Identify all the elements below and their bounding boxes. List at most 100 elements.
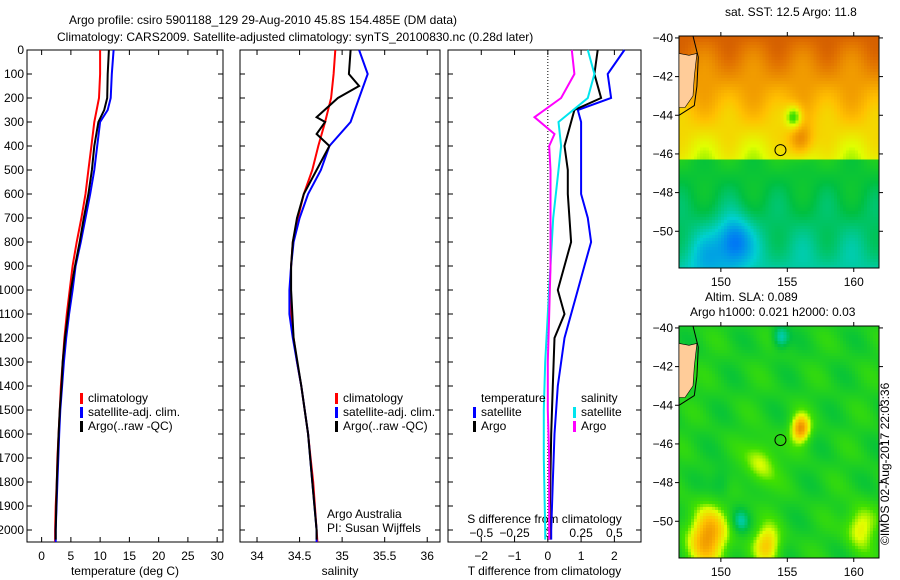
plot-frame-temperature bbox=[26, 49, 224, 543]
legend-heading-salinity: salinity bbox=[581, 391, 618, 405]
x2-tick-label: 0.5 bbox=[606, 526, 623, 540]
x-tick-label: 1 bbox=[578, 549, 585, 563]
series-line-s-satellite bbox=[542, 49, 596, 540]
sst-map-title: sat. SST: 12.5 Argo: 11.8 bbox=[725, 5, 857, 19]
x-tick-label: −1 bbox=[508, 549, 522, 563]
map-x-tick-label: 150 bbox=[711, 275, 731, 289]
x2-tick-label: 0.25 bbox=[569, 526, 593, 540]
series-line-s-argo bbox=[532, 49, 576, 540]
map-y-tick-label: −48 bbox=[653, 186, 674, 200]
series-line-t-argo bbox=[548, 49, 603, 540]
y-tick-label: 600 bbox=[4, 187, 24, 201]
x-tick-label: 34.5 bbox=[288, 549, 312, 563]
legend-label: satellite-adj. clim. bbox=[88, 405, 180, 419]
legend-label: Argo(..raw -QC) bbox=[88, 419, 173, 433]
x-tick-label: 35 bbox=[335, 549, 349, 563]
annotation-pi: PI: Susan Wijffels bbox=[327, 521, 421, 535]
x-tick-label: 35.5 bbox=[373, 549, 397, 563]
x-axis-label: salinity bbox=[322, 564, 359, 578]
sla-map-title-line1: Altim. SLA: 0.089 bbox=[705, 290, 798, 304]
y-tick-label: 0 bbox=[17, 43, 24, 57]
argo-location-marker bbox=[774, 434, 787, 447]
legend-label: satellite bbox=[481, 405, 522, 419]
x-tick-label: 2 bbox=[611, 549, 618, 563]
map-frame-sst-map bbox=[678, 35, 880, 269]
map-y-tick-label: −40 bbox=[653, 321, 674, 335]
x-tick-label: 0 bbox=[38, 549, 45, 563]
map-x-tick-label: 155 bbox=[777, 565, 797, 579]
map-y-tick-label: −46 bbox=[653, 147, 674, 161]
map-x-tick-label: 155 bbox=[777, 275, 797, 289]
y-tick-label: 300 bbox=[4, 115, 24, 129]
sla-map-image bbox=[679, 326, 879, 558]
y-tick-label: 700 bbox=[4, 211, 24, 225]
y-tick-label: 800 bbox=[4, 235, 24, 249]
x-tick-label: 30 bbox=[210, 549, 224, 563]
map-frame-sla-map bbox=[678, 325, 880, 559]
legend-label: Argo(..raw -QC) bbox=[343, 419, 428, 433]
y-tick-label: 400 bbox=[4, 139, 24, 153]
legend-swatch bbox=[573, 407, 576, 418]
map-x-tick-label: 150 bbox=[711, 565, 731, 579]
legend-swatch bbox=[473, 407, 476, 418]
map-y-tick-label: −44 bbox=[653, 398, 674, 412]
y-tick-label: 1700 bbox=[0, 451, 24, 465]
x-axis-label: T difference from climatology bbox=[468, 564, 622, 578]
y-tick-label: 1500 bbox=[0, 403, 24, 417]
y-tick-label: 1200 bbox=[0, 331, 24, 345]
x-axis-label: temperature (deg C) bbox=[71, 564, 179, 578]
x-tick-label: 0 bbox=[544, 549, 551, 563]
map-x-tick-label: 160 bbox=[844, 565, 864, 579]
y-tick-label: 100 bbox=[4, 67, 24, 81]
legend-label: Argo bbox=[481, 419, 507, 433]
legend-label: satellite-adj. clim. bbox=[343, 405, 435, 419]
argo-location-marker bbox=[774, 144, 787, 157]
x2-tick-label: 0 bbox=[544, 526, 551, 540]
map-y-tick-label: −50 bbox=[653, 514, 674, 528]
x-tick-label: 36 bbox=[421, 549, 435, 563]
legend-label: satellite bbox=[581, 405, 622, 419]
y-tick-label: 200 bbox=[4, 91, 24, 105]
plot-frame-salinity bbox=[239, 49, 441, 543]
y-tick-label: 500 bbox=[4, 163, 24, 177]
legend-swatch bbox=[335, 421, 338, 432]
x2-tick-label: −0.25 bbox=[499, 526, 530, 540]
figure-title-line1: Argo profile: csiro 5901188_129 29-Aug-2… bbox=[69, 13, 458, 27]
figure-title-line2: Climatology: CARS2009. Satellite-adjuste… bbox=[57, 30, 534, 44]
legend-swatch bbox=[335, 407, 338, 418]
map-y-tick-label: −50 bbox=[653, 224, 674, 238]
annotation-institution: Argo Australia bbox=[327, 507, 402, 521]
land-tasmania bbox=[678, 343, 698, 398]
map-y-tick-label: −48 bbox=[653, 476, 674, 490]
legend-swatch bbox=[80, 407, 83, 418]
x-tick-label: 15 bbox=[123, 549, 137, 563]
y-tick-label: 1900 bbox=[0, 499, 24, 513]
series-line-argo-raw-qc- bbox=[290, 49, 361, 540]
map-y-tick-label: −46 bbox=[653, 437, 674, 451]
legend-swatch bbox=[80, 421, 83, 432]
legend-label: Argo bbox=[581, 419, 607, 433]
y-tick-label: 1800 bbox=[0, 475, 24, 489]
map-y-tick-label: −42 bbox=[653, 360, 674, 374]
x-tick-label: 34 bbox=[250, 549, 264, 563]
y-tick-label: 1400 bbox=[0, 379, 24, 393]
y-tick-label: 1300 bbox=[0, 355, 24, 369]
sst-map-image bbox=[679, 36, 879, 268]
series-line-t-satellite bbox=[550, 49, 626, 540]
map-x-tick-label: 160 bbox=[844, 275, 864, 289]
x-tick-label: 20 bbox=[152, 549, 166, 563]
legend-swatch bbox=[335, 393, 338, 404]
land-tasmania bbox=[678, 53, 698, 108]
sla-map-title-line2: Argo h1000: 0.021 h2000: 0.03 bbox=[690, 305, 856, 319]
x-tick-label: 10 bbox=[93, 549, 107, 563]
legend-swatch bbox=[473, 421, 476, 432]
map-y-tick-label: −44 bbox=[653, 108, 674, 122]
y-tick-label: 1100 bbox=[0, 307, 24, 321]
x-tick-label: −2 bbox=[474, 549, 488, 563]
x-tick-label: 25 bbox=[181, 549, 195, 563]
series-line-argo-raw-qc- bbox=[54, 49, 110, 540]
coastline-contour bbox=[678, 35, 699, 116]
y-tick-label: 2000 bbox=[0, 523, 24, 537]
legend-heading-temperature: temperature bbox=[481, 391, 546, 405]
